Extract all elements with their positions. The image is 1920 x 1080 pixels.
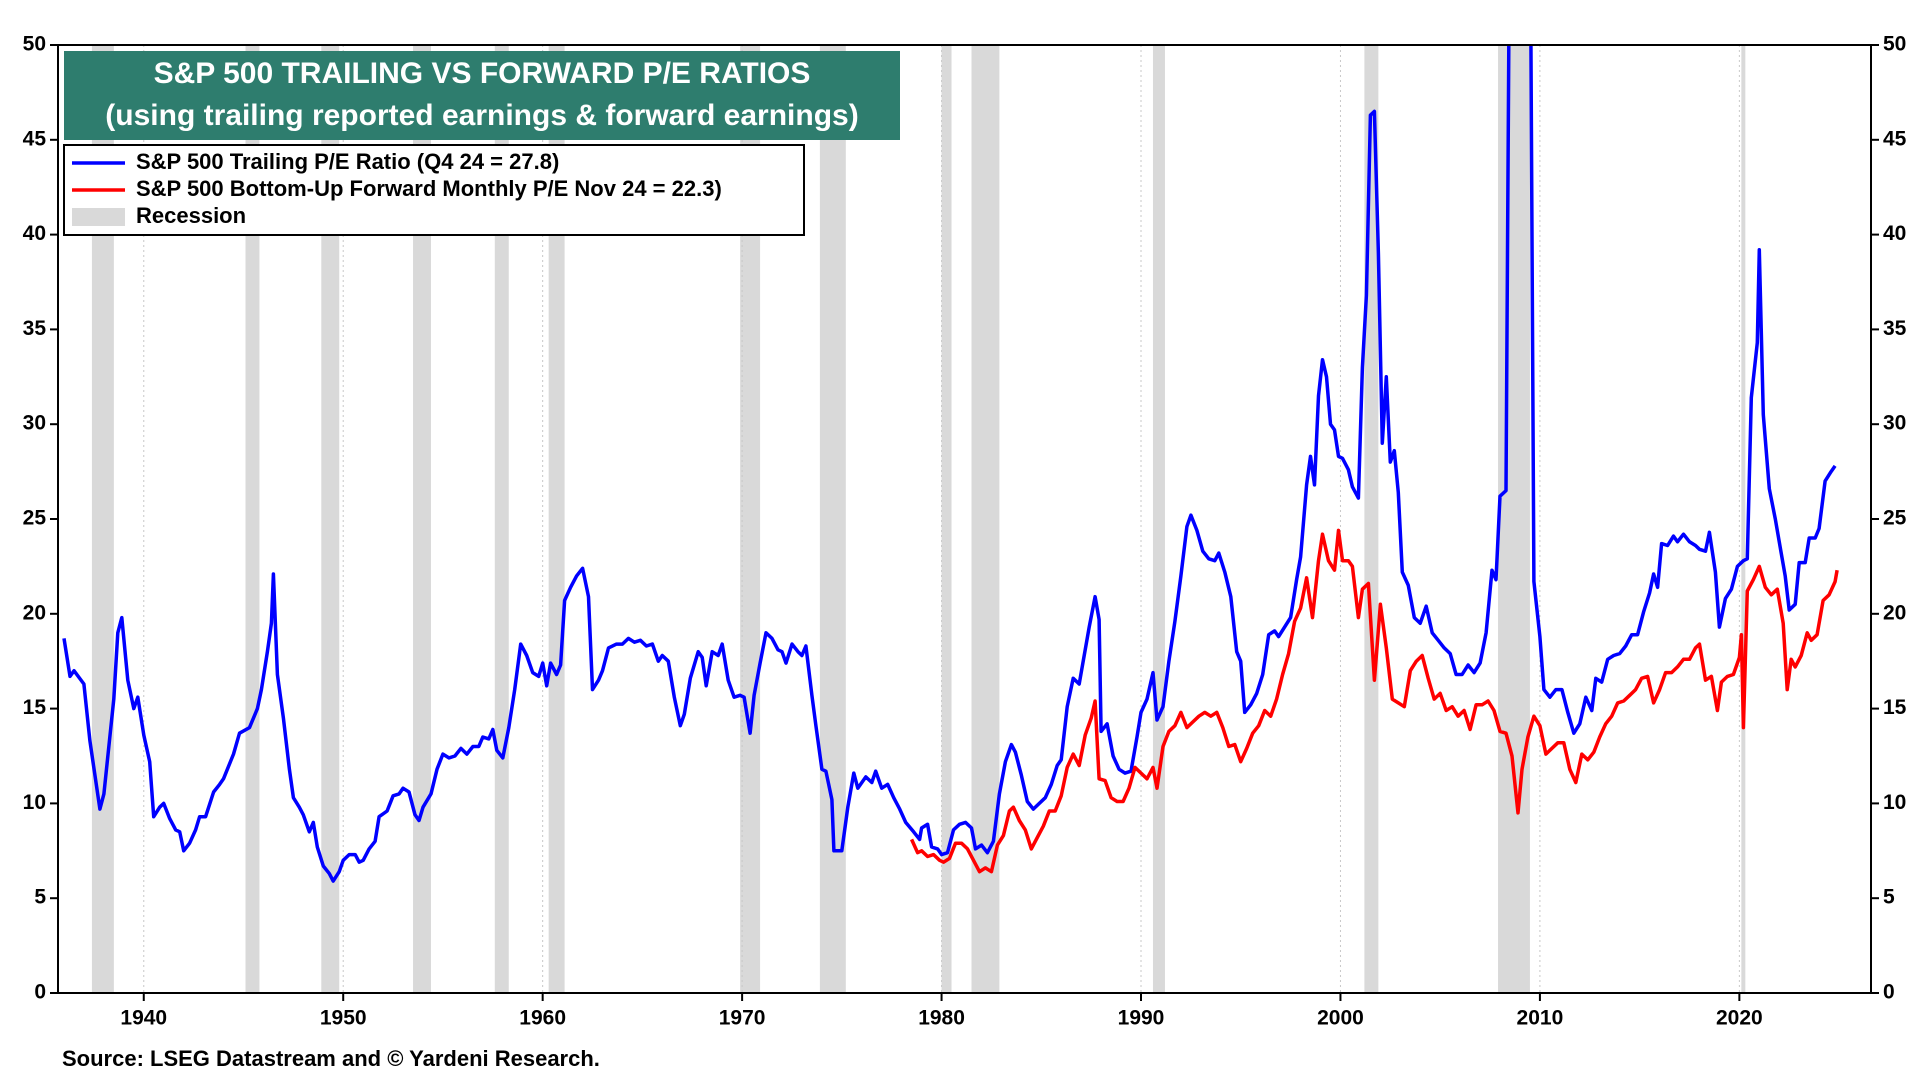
y2-tick-label: 45	[1883, 127, 1907, 150]
recession-band	[1152, 45, 1165, 993]
series-line	[910, 528, 1839, 874]
legend-swatch	[72, 208, 125, 226]
recession-band	[494, 45, 509, 993]
x-tick-label: 1980	[918, 1007, 965, 1030]
x-tick-label: 1940	[120, 1007, 167, 1030]
y2-tick-label: 40	[1883, 222, 1906, 245]
chart-title: S&P 500 TRAILING VS FORWARD P/E RATIOS	[154, 57, 811, 90]
y-tick-label: 20	[23, 601, 46, 624]
recession-band	[548, 45, 565, 993]
y-tick-label: 0	[34, 981, 46, 1004]
recession-band	[941, 45, 952, 993]
recession-band	[740, 45, 761, 993]
recession-band	[1741, 45, 1746, 993]
plot-lines	[62, 45, 1839, 883]
y-tick-label: 5	[34, 886, 46, 909]
y-tick-label: 25	[23, 507, 47, 530]
legend-label: S&P 500 Bottom-Up Forward Monthly P/E No…	[136, 176, 722, 201]
y2-tick-label: 10	[1883, 791, 1906, 814]
legend-box	[63, 144, 805, 236]
recession-band	[321, 45, 340, 993]
y-tick-label: 35	[23, 317, 47, 340]
x-tick-label: 2000	[1317, 1007, 1364, 1030]
y2-tick-label: 15	[1883, 696, 1907, 719]
y-tick-label: 40	[23, 222, 46, 245]
x-tick-label: 2020	[1716, 1007, 1763, 1030]
x-tick-label: 1970	[719, 1007, 766, 1030]
y2-tick-label: 25	[1883, 507, 1907, 530]
x-tick-label: 2010	[1517, 1007, 1564, 1030]
y2-tick-label: 30	[1883, 412, 1906, 435]
title-box	[64, 51, 900, 140]
y-tick-label: 30	[23, 412, 46, 435]
y-tick-label: 15	[23, 696, 47, 719]
series-line	[62, 45, 1837, 883]
y-tick-label: 10	[23, 791, 46, 814]
x-tick-label: 1950	[320, 1007, 367, 1030]
x-tick-label: 1960	[519, 1007, 566, 1030]
y-tick-label: 50	[23, 33, 46, 56]
legend-label: S&P 500 Trailing P/E Ratio (Q4 24 = 27.8…	[136, 149, 559, 174]
x-tick-label: 1990	[1118, 1007, 1165, 1030]
y2-tick-label: 5	[1883, 886, 1895, 909]
y2-tick-label: 20	[1883, 601, 1906, 624]
y-tick-label: 45	[23, 127, 47, 150]
recession-band	[245, 45, 260, 993]
y2-tick-label: 50	[1883, 33, 1906, 56]
chart-subtitle: (using trailing reported earnings & forw…	[105, 99, 858, 132]
recession-band	[1498, 45, 1530, 993]
recession-band	[413, 45, 431, 993]
y2-tick-label: 35	[1883, 317, 1907, 340]
y2-tick-label: 0	[1883, 981, 1895, 1004]
legend-label: Recession	[136, 203, 246, 228]
source-note: Source: LSEG Datastream and © Yardeni Re…	[62, 1046, 600, 1071]
